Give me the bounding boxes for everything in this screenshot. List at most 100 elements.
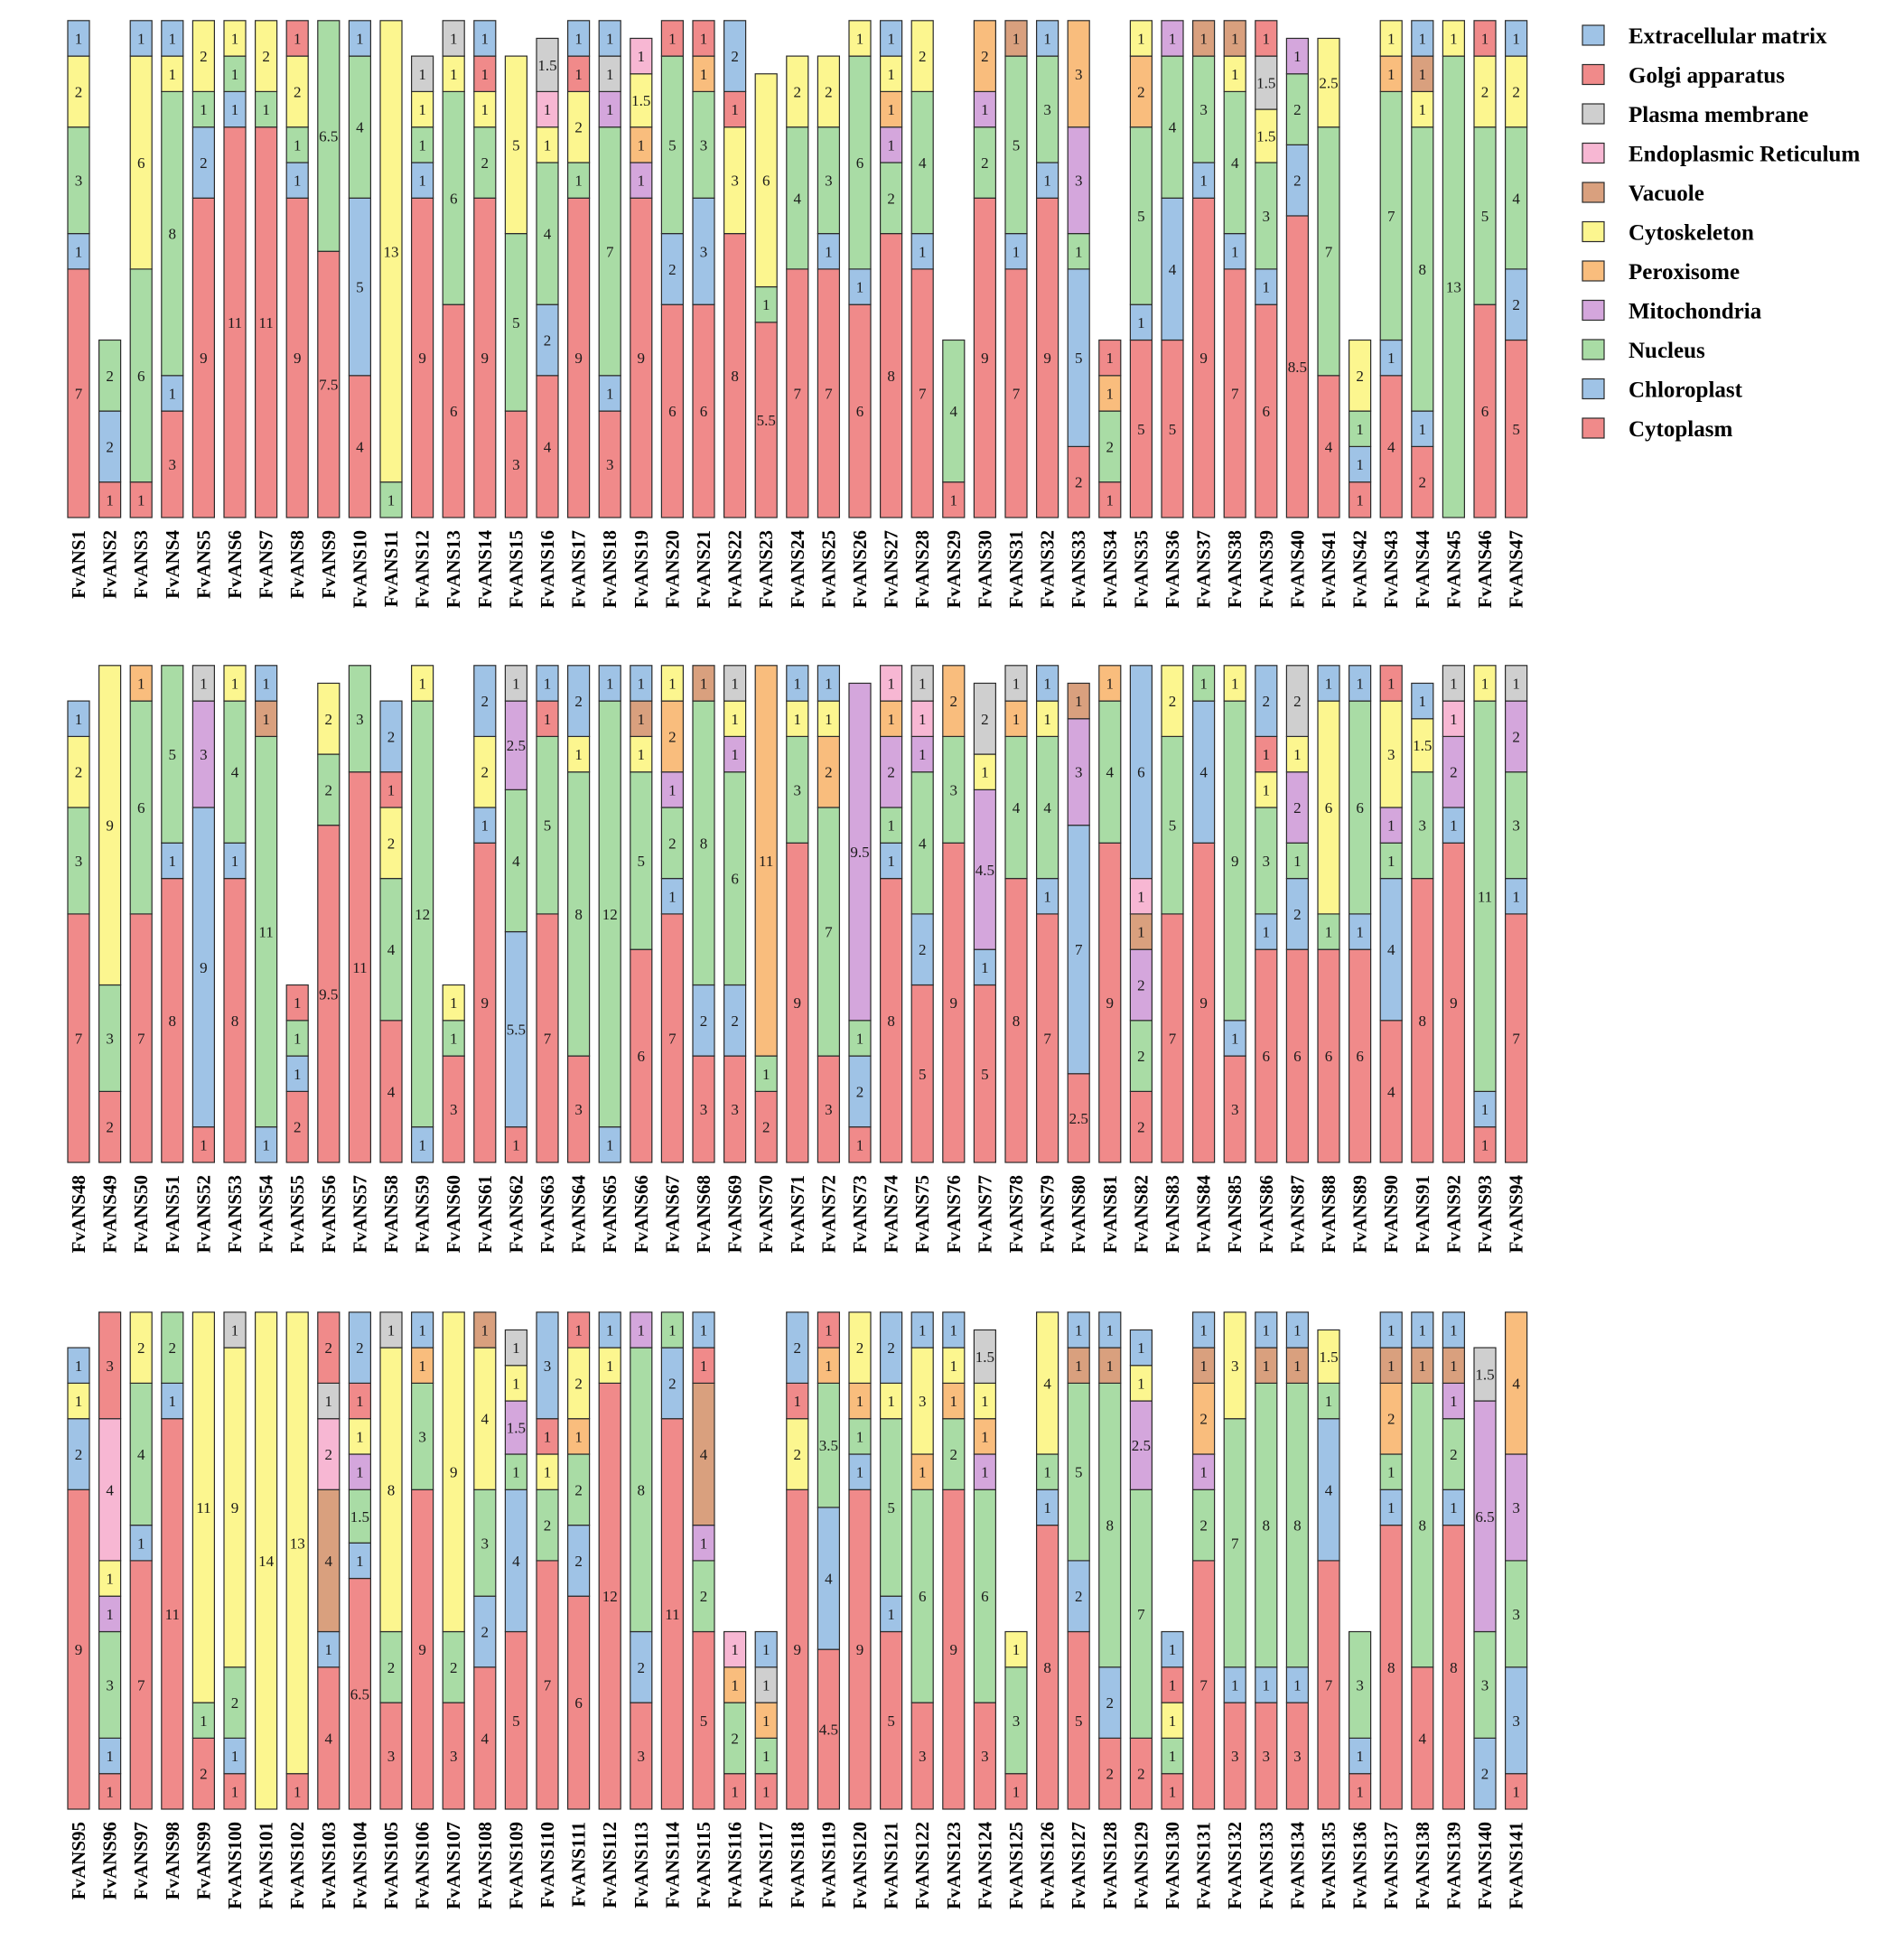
segment-mitochondria	[1161, 20, 1184, 57]
segment-value-label: 6	[137, 799, 145, 817]
bar-FvANS30: 9 2 1 2	[973, 20, 997, 518]
segment-value-label: 1	[137, 30, 145, 47]
segment-value-label: 1	[1263, 30, 1271, 47]
segment-value-label: 7	[825, 924, 833, 941]
segment-value-label: 2	[794, 83, 802, 100]
segment-value-label: 3	[919, 1393, 927, 1410]
segment-cytoplasm	[1067, 1073, 1090, 1163]
segment-value-label: 1	[574, 1321, 583, 1339]
segment-cytoplasm	[942, 842, 966, 1163]
segment-nucleus	[129, 268, 153, 483]
segment-value-label: 8	[731, 368, 739, 385]
bar-FvANS26: 6 1 6 1	[848, 20, 872, 518]
segment-plasma-membrane	[1285, 665, 1310, 737]
segment-value-label: 11	[258, 314, 273, 331]
segment-cytoskeleton	[566, 735, 591, 773]
segment-value-label: 1	[450, 1030, 458, 1047]
segment-value-label: 1	[574, 1428, 583, 1445]
segment-value-label: 1	[262, 675, 270, 692]
segment-nucleus	[255, 735, 278, 1128]
bar-FvANS59: 1 12 1	[411, 665, 434, 1163]
segment-value-label: 8	[231, 1012, 239, 1030]
segment-plasma-membrane	[723, 665, 747, 702]
segment-value-label: 7	[1137, 1606, 1145, 1623]
segment-value-label: 2	[325, 781, 333, 798]
segment-value-label: 1	[1419, 421, 1427, 438]
segment-value-label: 11	[258, 924, 273, 941]
segment-value-label: 3	[481, 1535, 490, 1552]
segment-cytoplasm	[973, 197, 997, 518]
category-label: FvANS124	[974, 1822, 995, 1909]
segment-extracellular-matrix	[566, 665, 591, 737]
segment-cytoskeleton	[723, 700, 747, 737]
segment-value-label: 2	[1106, 1766, 1115, 1783]
segment-value-label: 1	[981, 1393, 989, 1410]
segment-cytoplasm	[630, 1702, 653, 1810]
bar-FvANS15: 3 5 5	[504, 55, 528, 518]
bar-FvANS22: 8 3 1 2	[723, 20, 747, 518]
segment-nucleus	[285, 1020, 309, 1057]
segment-value-label: 5	[1512, 421, 1520, 438]
segment-cytoskeleton	[223, 1347, 247, 1668]
segment-golgi-apparatus	[1098, 339, 1122, 377]
segment-value-label: 2	[200, 48, 208, 65]
segment-extracellular-matrix	[786, 665, 809, 702]
bar-FvANS100: 1 1 2 9 1	[223, 1311, 247, 1810]
segment-cytoplasm	[67, 268, 90, 518]
bar-FvANS62: 1 5.5 4 2.5 1	[504, 665, 528, 1163]
segment-value-label: 6	[450, 403, 458, 420]
segment-value-label: 9	[856, 1641, 864, 1658]
segment-cytoplasm	[161, 1418, 184, 1810]
segment-nucleus	[1255, 1382, 1278, 1668]
segment-value-label: 1	[856, 1464, 864, 1481]
segment-mitochondria	[1067, 718, 1090, 826]
category-label: FvANS70	[755, 1175, 777, 1253]
segment-value-label: 13	[384, 243, 399, 260]
segment-value-label: 1.5	[1256, 75, 1275, 92]
segment-vacuole	[255, 700, 278, 737]
category-label: FvANS8	[286, 530, 308, 599]
bar-FvANS124: 3 6 1 1 1 1.5	[973, 1329, 997, 1810]
segment-value-label: 3	[200, 746, 208, 763]
segment-cytoplasm	[1379, 1020, 1403, 1163]
segment-cytoplasm	[1255, 1702, 1278, 1810]
segment-chloroplast	[1067, 825, 1090, 1075]
bar-FvANS86: 6 1 3 1 1 2	[1255, 665, 1278, 1163]
segment-value-label: 1	[1481, 675, 1489, 692]
segment-nucleus	[660, 807, 685, 880]
segment-mitochondria	[879, 126, 903, 163]
segment-value-label: 9	[1199, 350, 1208, 367]
segment-value-label: 8	[887, 1012, 895, 1030]
segment-value-label: 2.5	[507, 737, 526, 754]
segment-cytoplasm	[473, 842, 497, 1163]
segment-cytoskeleton	[1255, 108, 1278, 163]
bar-FvANS28: 7 1 4 2	[910, 20, 934, 518]
segment-chloroplast	[1098, 1666, 1122, 1740]
segment-value-label: 12	[602, 906, 618, 923]
segment-chloroplast	[1317, 1418, 1340, 1562]
segment-nucleus	[1098, 410, 1122, 483]
segment-value-label: 2	[1293, 799, 1302, 817]
segment-value-label: 6	[1293, 1048, 1302, 1065]
category-label: FvANS109	[505, 1822, 527, 1909]
segment-nucleus	[692, 90, 715, 199]
segment-value-label: 7	[1169, 1030, 1177, 1047]
segment-value-label: 3	[1419, 817, 1427, 835]
segment-value-label: 9	[794, 994, 802, 1012]
segment-value-label: 6	[574, 1694, 583, 1712]
segment-value-label: 2	[825, 83, 833, 100]
segment-value-label: 4	[387, 1083, 396, 1100]
segment-value-label: 9	[481, 994, 490, 1012]
segment-extracellular-matrix	[1255, 665, 1278, 737]
segment-value-label: 1	[231, 675, 239, 692]
segment-cytoplasm	[817, 268, 841, 518]
segment-value-label: 9	[231, 1499, 239, 1516]
segment-cytoskeleton	[473, 90, 497, 128]
segment-cytoplasm	[879, 233, 903, 518]
segment-cytoplasm	[1161, 339, 1184, 518]
segment-cytoplasm	[536, 1560, 559, 1810]
legend-item-extracellular-matrix: Extracellular matrix	[1582, 24, 1827, 49]
segment-value-label: 1	[231, 1321, 239, 1339]
segment-cytoplasm	[536, 375, 559, 518]
segment-value-label: 1	[418, 101, 426, 118]
